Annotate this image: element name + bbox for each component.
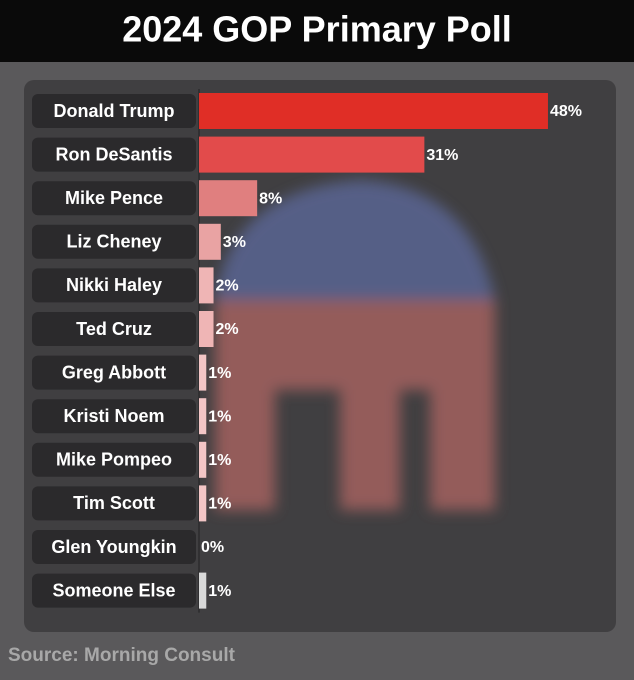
source-note: Source: Morning Consult [8,645,236,666]
value-label: 1% [208,496,231,513]
category-label: Nikki Haley [66,275,162,295]
chart-title: 2024 GOP Primary Poll [122,9,512,50]
category-label: Greg Abbott [62,362,166,382]
category-label: Tim Scott [73,493,155,513]
category-label: Ted Cruz [76,319,152,339]
value-label: 1% [208,408,231,425]
bar [199,180,258,217]
value-label: 8% [259,190,282,207]
label-box [32,399,196,434]
bar [199,93,548,129]
label-box [32,268,196,303]
label-box [32,224,196,259]
category-label: Glen Youngkin [51,537,176,557]
bar [199,441,207,478]
value-label: 48% [550,103,582,120]
category-label: Kristi Noem [63,406,164,426]
label-box [32,442,196,477]
label-box [32,486,196,521]
label-box [32,181,196,216]
label-box [32,573,196,608]
value-label: 2% [216,278,239,295]
bar [199,311,214,347]
bar [199,136,425,173]
label-box [32,355,196,390]
value-label: 31% [426,147,458,164]
value-label: 1% [208,452,231,469]
category-label: Mike Pompeo [56,450,172,470]
value-label: 3% [223,234,246,251]
bar [199,572,207,609]
label-box [32,137,196,172]
category-label: Someone Else [52,580,175,600]
bar [199,485,207,522]
title-band [0,0,634,62]
elephant-logo [215,180,495,510]
bar [199,223,221,260]
bar [199,398,207,435]
category-label: Mike Pence [65,188,163,208]
category-label: Ron DeSantis [55,144,172,164]
label-box [32,312,196,346]
label-box [32,530,196,564]
value-label: 1% [208,365,231,382]
value-label: 1% [208,583,231,600]
bar [199,354,207,391]
bar [199,267,214,304]
value-label: 2% [216,321,239,338]
category-label: Liz Cheney [66,232,161,252]
label-box [32,94,196,128]
category-label: Donald Trump [54,101,175,121]
value-label: 0% [201,539,224,556]
